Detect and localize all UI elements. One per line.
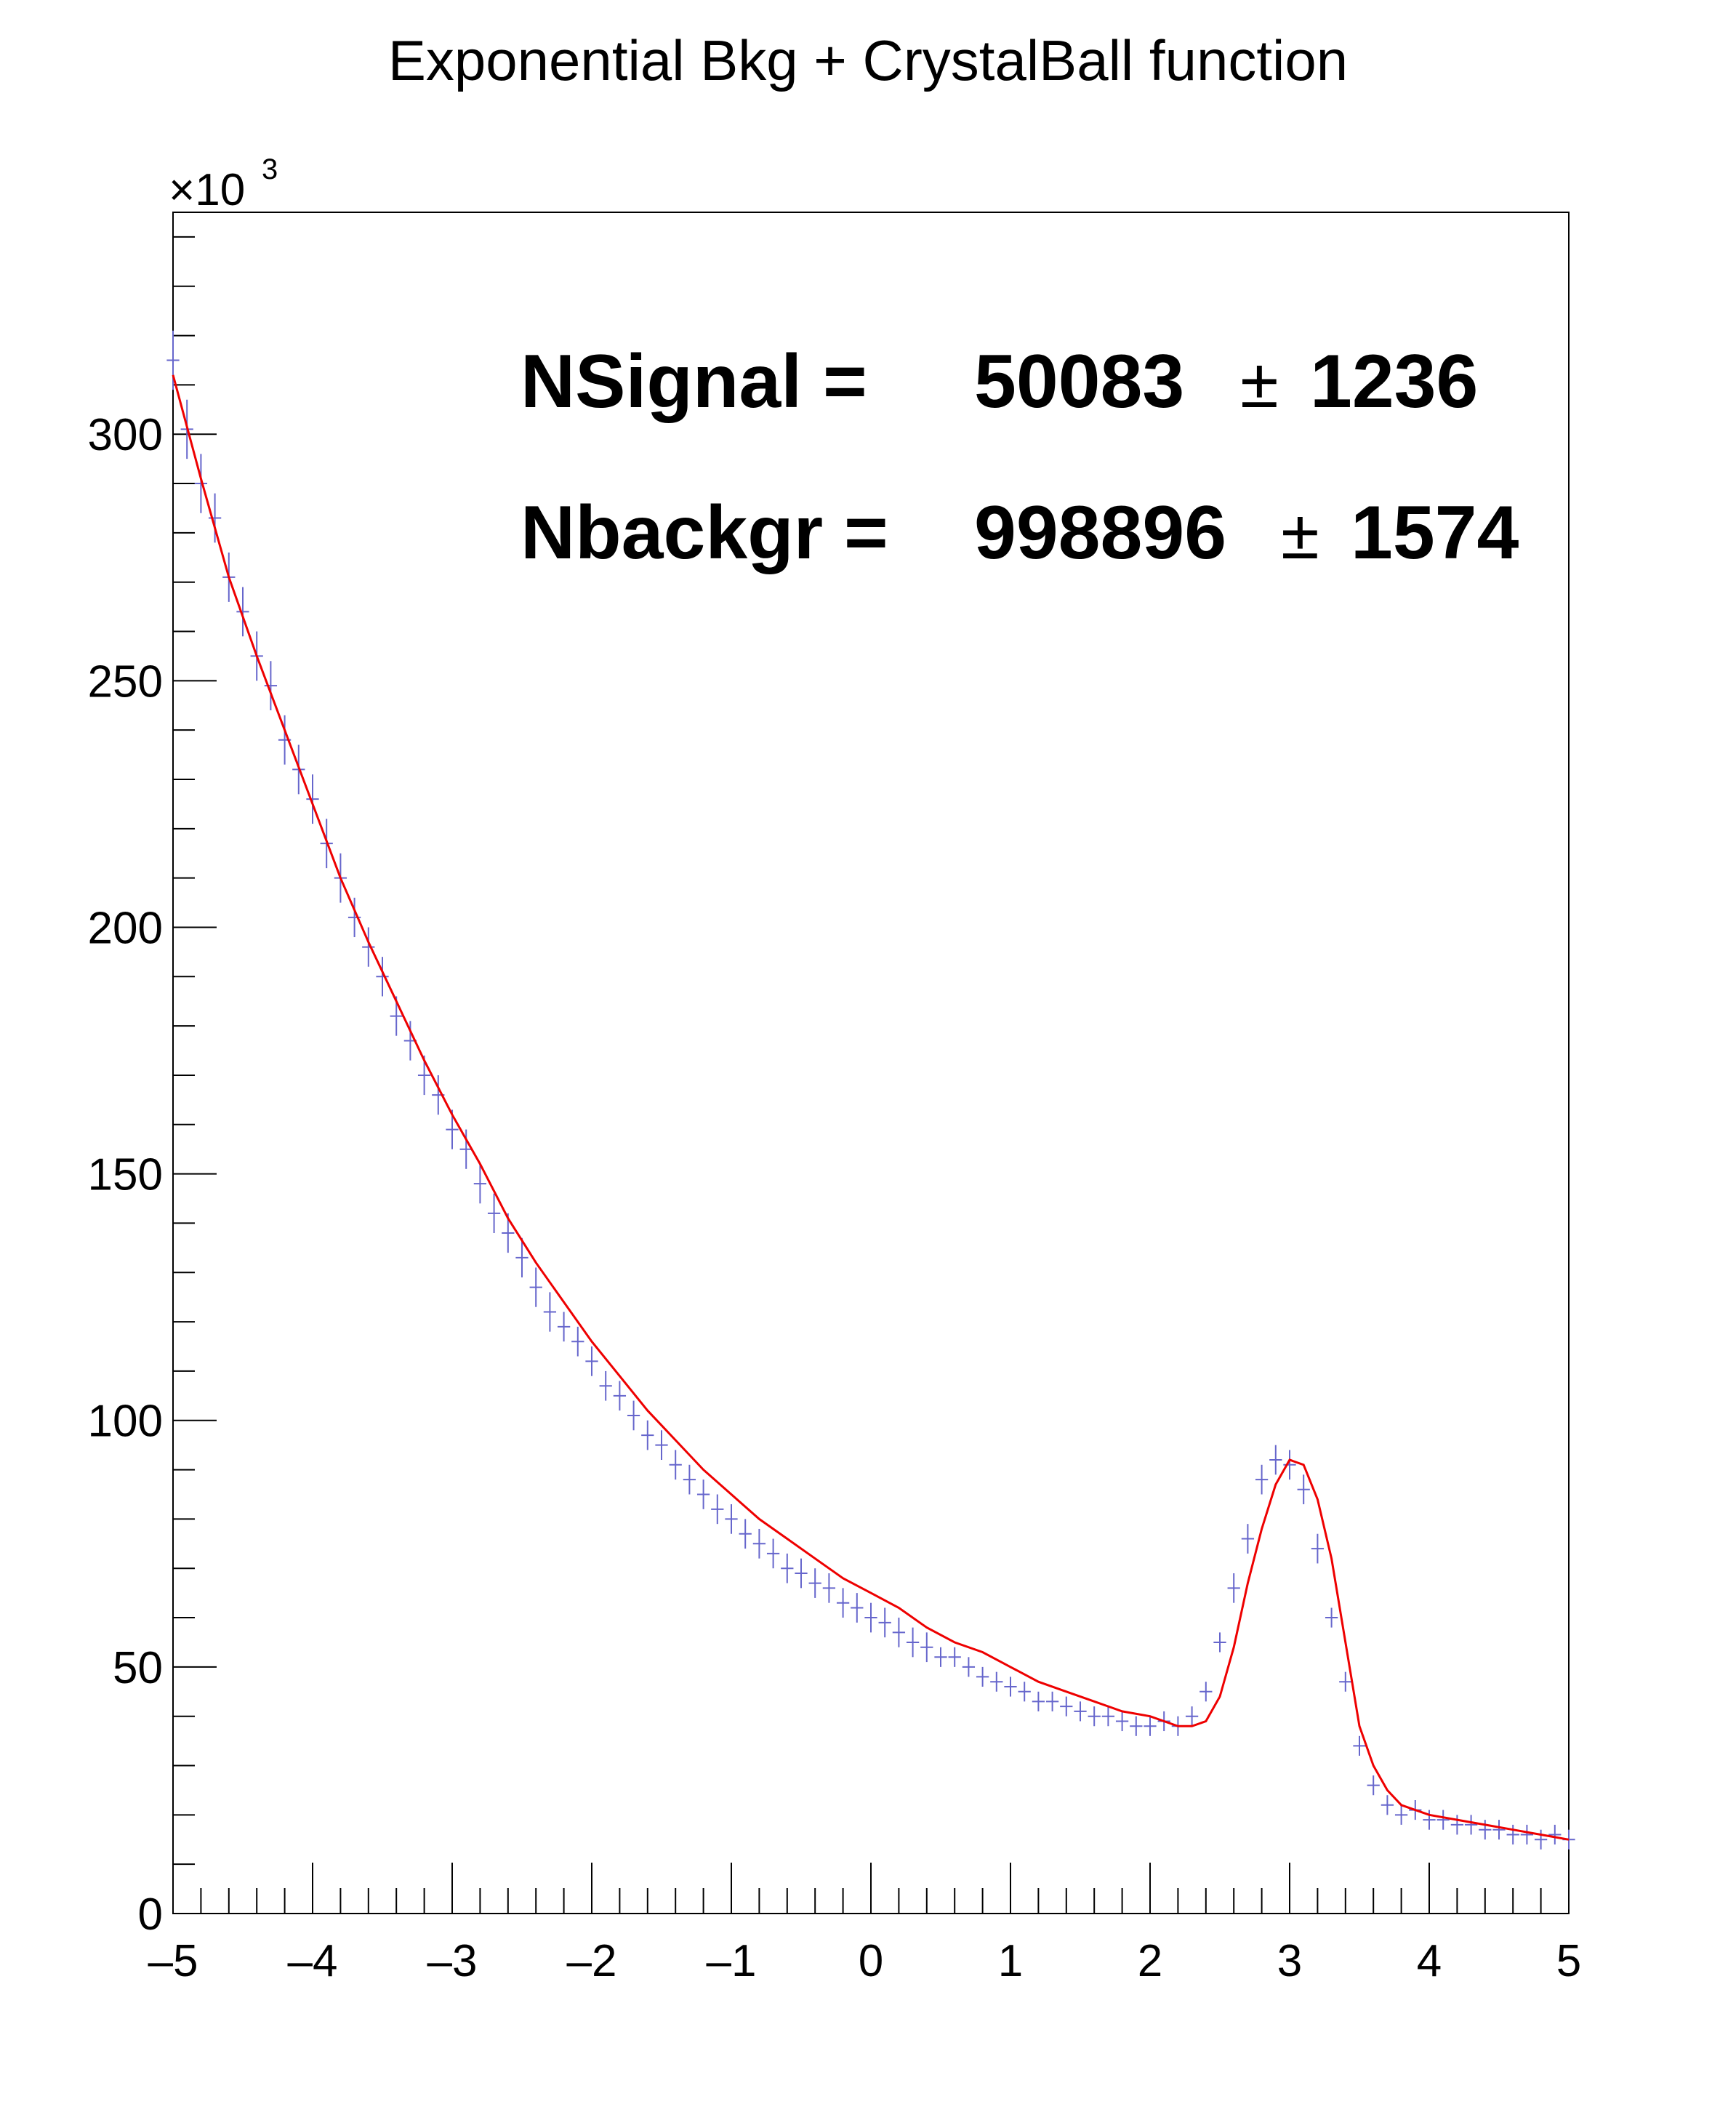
annotation-value: 998896	[974, 491, 1226, 575]
y-axis: 0 50 100 150 200 250 300	[88, 236, 217, 1940]
y-multiplier-exponent: 3	[262, 153, 278, 185]
x-tick-label: –1	[707, 1936, 757, 1986]
x-tick-label: –5	[148, 1936, 198, 1986]
y-multiplier: ×10 3	[169, 153, 278, 215]
y-tick-label: 250	[88, 657, 163, 707]
x-tick-label: 3	[1277, 1936, 1302, 1986]
annotation-value: 50083	[974, 340, 1184, 424]
x-tick-label: 1	[998, 1936, 1023, 1986]
x-tick-label: 5	[1556, 1936, 1581, 1986]
chart-title: Exponential Bkg + CrystalBall function	[388, 28, 1348, 92]
x-tick-label: –3	[427, 1936, 478, 1986]
y-tick-label: 150	[88, 1150, 163, 1200]
y-tick-label: 100	[88, 1397, 163, 1447]
y-tick-label: 300	[88, 410, 163, 460]
fit-series	[172, 374, 1570, 1841]
x-tick-label: 2	[1138, 1936, 1162, 1986]
y-tick-label: 50	[113, 1643, 163, 1693]
annotation-name: Nbackgr =	[521, 491, 888, 575]
x-tick-label: –2	[567, 1936, 617, 1986]
x-tick-label: 0	[859, 1936, 883, 1986]
fit-curve	[172, 374, 1570, 1841]
annotation-name: NSignal =	[521, 340, 867, 424]
y-tick-label: 200	[88, 903, 163, 953]
annotation-error: 1236	[1310, 340, 1478, 424]
annotation-plus-minus: ±	[1240, 345, 1279, 422]
x-tick-label: 4	[1417, 1936, 1442, 1986]
x-axis: –5 –4 –3 –2 –1 0 1 2 3 4 5	[148, 1863, 1581, 1986]
y-tick-label: 0	[138, 1890, 163, 1940]
y-multiplier-base: ×10	[169, 165, 245, 215]
annotation-error: 1574	[1351, 491, 1519, 575]
x-tick-label: –4	[288, 1936, 338, 1986]
annotation-plus-minus: ±	[1281, 496, 1319, 574]
